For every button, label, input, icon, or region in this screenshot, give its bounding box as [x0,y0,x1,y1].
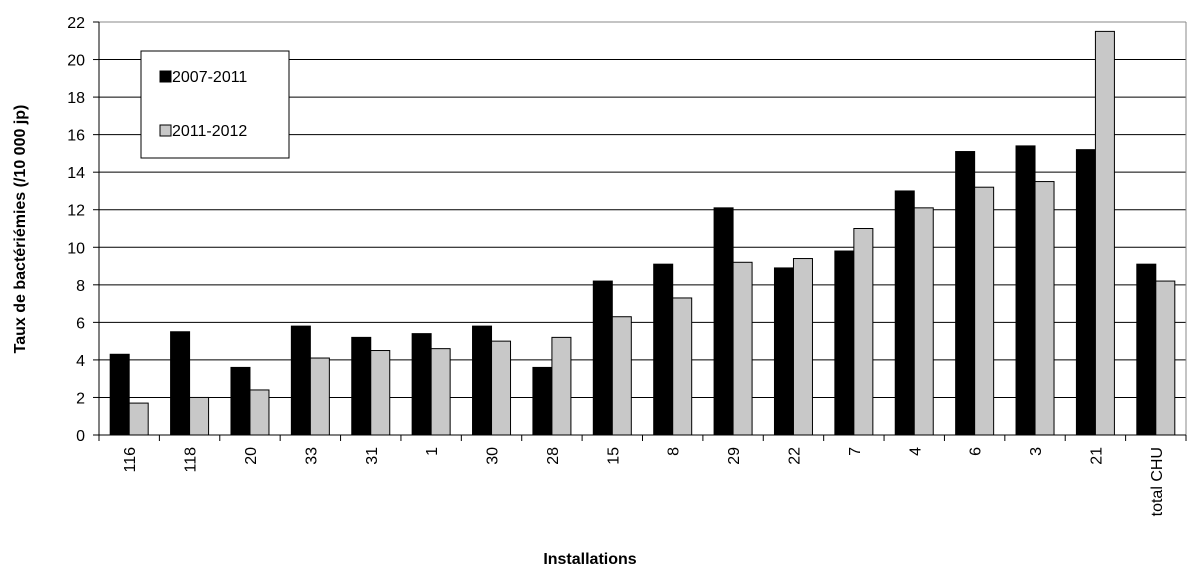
bar-2011-2012-28 [551,336,572,436]
bar-2011-2012-31 [370,350,391,436]
bar-2011-2012-33 [309,357,330,436]
y-tick-label: 16 [67,128,85,145]
bar-2007-2011-6 [955,151,976,436]
bar-2007-2011-7 [834,250,855,436]
bar-2011-2012-22 [792,258,813,436]
x-tick-label: 15 [605,447,622,465]
bar-2007-2011-3 [1015,145,1036,436]
bar-2011-2012-30 [491,340,512,436]
bar-2011-2012-118 [189,396,210,436]
bar-2007-2011-33 [290,325,311,436]
y-tick-label: 12 [67,203,85,220]
x-tick-label: total CHU [1149,447,1166,516]
y-tick-label: 14 [67,165,85,182]
x-axis-title: Installations [543,551,636,568]
bar-2007-2011-1 [411,333,432,436]
bar-2007-2011-20 [230,366,251,436]
y-tick-label: 22 [67,15,85,32]
x-tick-label: 30 [485,447,502,465]
bar-2011-2012-3 [1034,181,1055,436]
y-tick-label: 0 [76,428,85,445]
bar-2011-2012-8 [672,297,693,436]
x-tick-label: 118 [183,447,200,473]
bar-2011-2012-6 [974,186,995,436]
bar-2011-2012-116 [128,402,149,436]
x-tick-label: 33 [303,447,320,465]
bar-2007-2011-15 [592,280,613,436]
y-tick-label: 2 [76,390,85,407]
bar-2007-2011-118 [170,331,191,436]
x-tick-label: 29 [726,447,743,465]
bar-2007-2011-30 [472,325,493,436]
gridlines [99,21,1186,398]
legend-label-2007-2011: 2007-2011 [172,69,247,86]
bar-2011-2012-1 [430,348,451,436]
legend-swatch-2007-2011 [159,70,172,83]
bar-2007-2011-21 [1075,149,1096,436]
bar-2007-2011-4 [894,190,915,436]
bar-2007-2011-116 [109,353,130,436]
legend-label-2011-2012: 2011-2012 [172,123,247,140]
x-tick-label: 28 [545,447,562,465]
x-tick-labels: 116 118 20 33 31 1 30 28 15 8 29 22 7 4 6 3 21 total CHU [122,447,1166,516]
legend-box [140,50,290,159]
x-tick-label: 31 [364,447,381,465]
x-tick-label: 22 [786,447,803,465]
bar-2011-2012-29 [732,261,753,436]
y-tick-label: 8 [76,278,85,295]
y-tick-label: 20 [67,53,85,70]
x-tick-label: 4 [907,447,924,456]
bar-2007-2011-29 [713,207,734,436]
bar-2011-2012-21 [1094,30,1115,436]
bar-2007-2011-28 [532,366,553,436]
x-tick-label: 1 [424,447,441,456]
y-tick-labels: 0 2 4 6 8 10 12 14 16 18 20 22 [67,15,85,445]
x-tick-label: 20 [243,447,260,465]
x-tick-label: 21 [1088,447,1105,465]
bar-2011-2012-15 [611,316,632,436]
bars [109,30,1176,436]
x-tick-label: 8 [666,447,683,456]
axes [93,21,1187,441]
bar-2011-2012-total-CHU [1155,280,1176,436]
x-tick-label: 116 [122,447,139,473]
y-axis-title: Taux de bactériémies (/10 000 jp) [12,105,29,354]
x-tick-label: 7 [847,447,864,456]
bar-2011-2012-4 [913,207,934,436]
bar-2007-2011-31 [351,336,372,436]
x-tick-label: 3 [1028,447,1045,456]
bar-2011-2012-20 [249,389,270,436]
legend: 2007-2011 2011-2012 [140,50,290,159]
bar-2007-2011-22 [773,267,794,436]
x-tick-label: 6 [968,447,985,456]
y-tick-label: 10 [67,240,85,257]
y-tick-label: 4 [76,353,85,370]
y-tick-label: 6 [76,315,85,332]
bar-2007-2011-8 [653,263,674,436]
legend-swatch-2011-2012 [159,124,172,137]
bar-2007-2011-total-CHU [1136,263,1157,436]
bar-2011-2012-7 [853,228,874,436]
y-tick-label: 18 [67,90,85,107]
